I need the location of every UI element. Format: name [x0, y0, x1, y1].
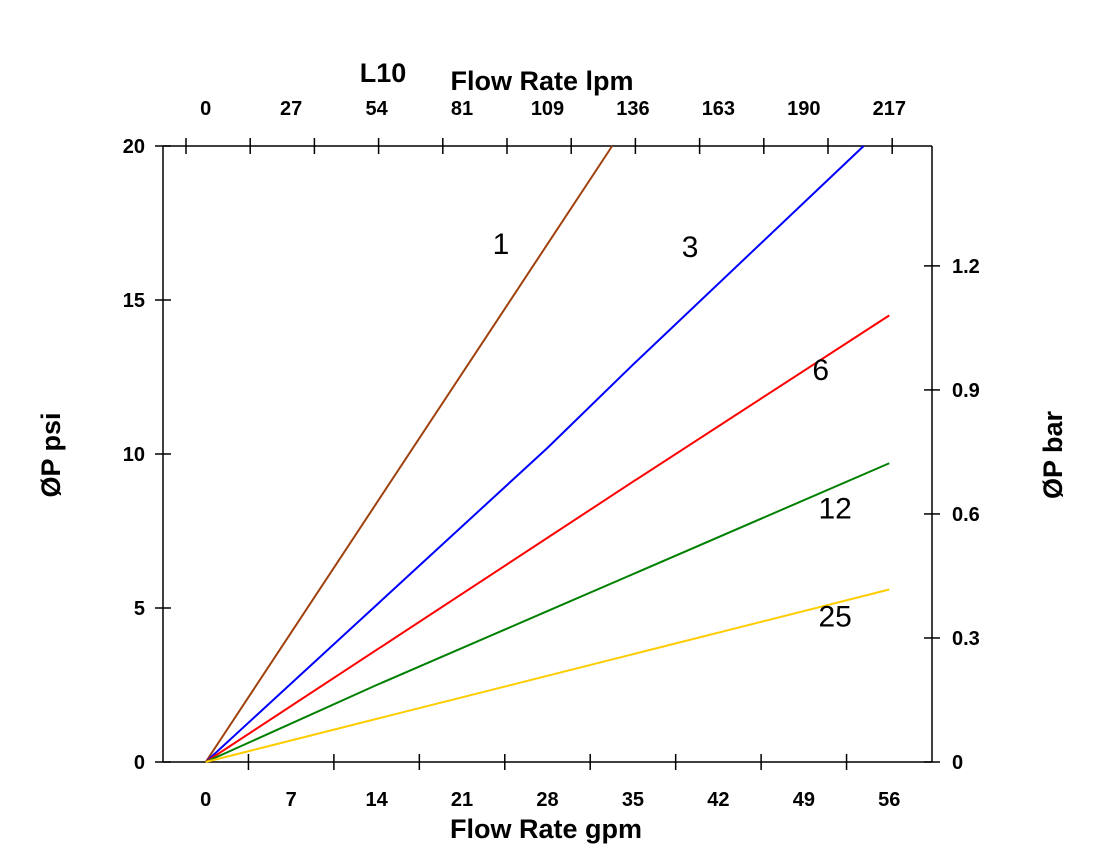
- series-label-1: 1: [493, 228, 510, 261]
- x2-tick-label: 27: [280, 98, 302, 120]
- y2-tick-label: 0.9: [952, 380, 980, 402]
- x2-tick-label: 190: [787, 98, 820, 120]
- x2-axis-title: Flow Rate lpm: [450, 66, 633, 96]
- y-tick-label: 20: [123, 136, 145, 158]
- x-tick-label: 42: [707, 789, 729, 811]
- y2-tick-label: 0: [952, 752, 963, 774]
- series-line-1: [204, 145, 614, 763]
- x-tick-label: 35: [622, 789, 644, 811]
- x-tick-label: 14: [365, 789, 388, 811]
- series-line-6: [205, 314, 890, 763]
- x2-tick-label: 0: [200, 98, 211, 120]
- x-tick-label: 28: [536, 789, 558, 811]
- x2-tick-label: 81: [451, 98, 473, 120]
- y2-tick-label: 0.3: [952, 628, 980, 650]
- y-tick-label: 5: [134, 598, 145, 620]
- x2-tick-label: 54: [365, 98, 388, 120]
- x2-tick-label: 109: [531, 98, 564, 120]
- y2-axis-title: ØP bar: [1038, 410, 1068, 499]
- x2-tick-label: 217: [873, 98, 906, 120]
- series-line-3: [205, 145, 865, 763]
- y-tick-label: 15: [123, 290, 145, 312]
- series-line-25: [205, 588, 890, 763]
- series-label-12: 12: [818, 493, 851, 526]
- x-tick-label: 7: [286, 789, 297, 811]
- x-tick-label: 0: [200, 789, 211, 811]
- y2-tick-label: 0.6: [952, 504, 980, 526]
- x-tick-label: 21: [451, 789, 473, 811]
- y-tick-label: 0: [134, 752, 145, 774]
- series-label-3: 3: [682, 231, 699, 264]
- x2-tick-label: 136: [616, 98, 649, 120]
- x2-tick-label: 163: [702, 98, 735, 120]
- series-line-12: [205, 462, 890, 763]
- y-axis-title: ØP psi: [36, 412, 66, 497]
- x-tick-label: 49: [793, 789, 815, 811]
- y-tick-label: 10: [123, 444, 145, 466]
- x-axis-title: Flow Rate gpm: [450, 814, 642, 844]
- series-label-6: 6: [812, 354, 829, 387]
- x-tick-label: 56: [878, 789, 900, 811]
- chart-title: L10: [360, 58, 407, 88]
- series-label-25: 25: [818, 600, 851, 633]
- y2-tick-label: 1.2: [952, 256, 980, 278]
